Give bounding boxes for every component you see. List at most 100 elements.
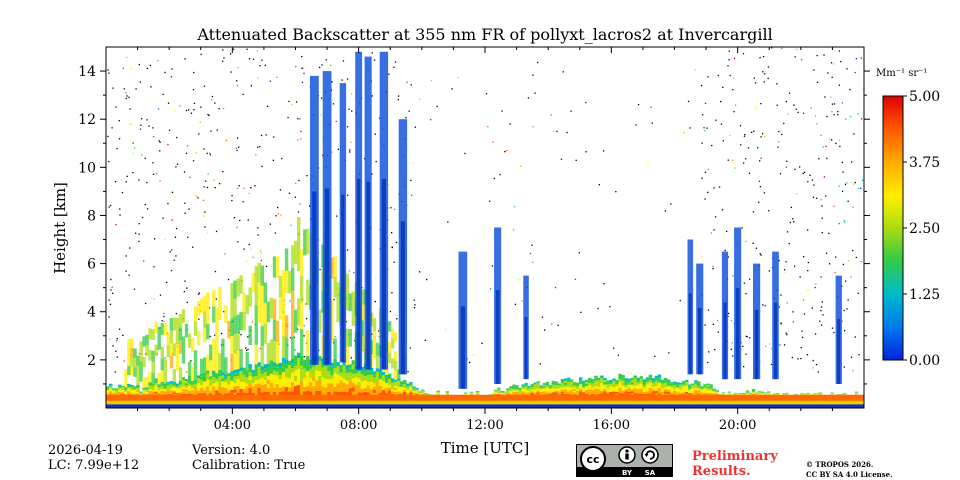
aerosol-cell: [673, 383, 677, 386]
aerosol-cell: [594, 375, 598, 379]
noise-pixel: [609, 306, 611, 308]
aerosol-cell: [709, 387, 713, 389]
noise-pixel: [250, 85, 252, 87]
aerosol-cell: [242, 392, 246, 396]
aerosol-cell: [197, 390, 201, 394]
aerosol-cell: [421, 389, 425, 391]
aerosol-cell: [218, 382, 222, 387]
aerosol-cell: [572, 382, 577, 384]
aerosol-cell: [691, 385, 695, 387]
noise-pixel: [200, 106, 202, 108]
aerosol-cell: [242, 371, 246, 375]
noise-pixel: [857, 188, 860, 190]
aerosol-cell: [330, 367, 334, 372]
aerosol-cell: [263, 384, 268, 389]
noise-pixel: [651, 122, 653, 124]
aerosol-cell: [603, 387, 607, 390]
noise-pixel: [371, 95, 373, 97]
aerosol-cell: [260, 373, 264, 378]
noise-pixel: [732, 89, 734, 91]
noise-pixel: [145, 302, 147, 305]
aerosol-cell: [106, 390, 110, 392]
aerosol-cell: [163, 389, 167, 392]
aerosol-cell: [236, 375, 240, 380]
noise-pixel: [694, 69, 696, 71]
noise-pixel: [857, 292, 859, 294]
noise-pixel: [850, 276, 852, 278]
noise-pixel: [821, 232, 823, 234]
aerosol-cell: [378, 392, 383, 396]
aerosol-cell: [563, 389, 568, 392]
noise-pixel: [112, 87, 114, 89]
aerosol-cell: [639, 381, 643, 384]
aerosol-cell: [566, 379, 571, 383]
aerosol-cell: [700, 389, 704, 392]
aerosol-cell: [106, 387, 110, 389]
aerosol-cell: [197, 378, 201, 381]
noise-pixel: [489, 288, 492, 290]
aerosol-cell: [642, 383, 647, 386]
aerosol-cell: [679, 391, 683, 393]
noise-pixel: [406, 81, 408, 83]
noise-pixel: [246, 349, 248, 351]
noise-pixel: [785, 261, 787, 263]
aerosol-cell: [230, 383, 234, 387]
aerosol-cell: [184, 383, 189, 386]
noise-pixel: [799, 276, 801, 278]
noise-pixel: [237, 241, 239, 243]
aerosol-cell: [588, 378, 592, 381]
colorbar-tick-label: 1.25: [909, 287, 940, 303]
aerosol-cell: [576, 384, 580, 386]
noise-pixel: [115, 224, 117, 226]
aerosol-cell: [351, 369, 355, 374]
noise-pixel: [430, 80, 433, 82]
aerosol-cell: [154, 391, 158, 394]
aerosol-cell: [124, 393, 128, 395]
aerosol-haze-cell: [206, 354, 210, 371]
noise-pixel: [732, 355, 734, 357]
aerosol-cell: [539, 386, 543, 388]
aerosol-cell: [281, 386, 286, 392]
aerosol-cell: [263, 376, 268, 381]
aerosol-cell: [582, 388, 586, 391]
noise-pixel: [712, 265, 714, 268]
aerosol-cell: [712, 389, 716, 391]
noise-pixel: [852, 249, 854, 252]
aerosol-cell: [676, 385, 680, 388]
cloud-core: [460, 306, 466, 389]
aerosol-cell: [212, 383, 216, 387]
noise-pixel: [259, 65, 261, 67]
noise-pixel: [319, 66, 321, 69]
noise-pixel: [854, 71, 856, 74]
aerosol-cell: [187, 375, 192, 379]
aerosol-haze-cell: [203, 296, 207, 312]
aerosol-cell: [445, 391, 449, 393]
aerosol-haze-cell: [388, 352, 392, 364]
aerosol-cell: [327, 391, 331, 396]
aerosol-cell: [239, 374, 243, 379]
noise-pixel: [206, 186, 209, 189]
noise-pixel: [844, 183, 847, 185]
aerosol-cell: [551, 388, 556, 391]
aerosol-cell: [324, 378, 328, 384]
aerosol-haze-cell: [351, 291, 355, 309]
aerosol-cell: [342, 378, 346, 383]
noise-pixel: [777, 146, 779, 148]
aerosol-cell: [133, 388, 137, 390]
aerosol-cell: [384, 380, 389, 383]
aerosol-cell: [203, 378, 207, 382]
noise-pixel: [207, 113, 209, 116]
noise-pixel: [378, 117, 381, 119]
aerosol-cell: [654, 388, 659, 391]
noise-pixel: [188, 109, 190, 111]
noise-pixel: [722, 86, 724, 88]
aerosol-cell: [306, 356, 310, 362]
aerosol-cell: [197, 375, 201, 378]
aerosol-cell: [624, 387, 628, 390]
aerosol-cell: [579, 384, 583, 387]
noise-pixel: [236, 80, 238, 82]
aerosol-haze-cell: [242, 293, 246, 312]
noise-pixel: [378, 330, 380, 332]
aerosol-cell: [166, 388, 170, 391]
aerosol-cell: [524, 392, 528, 395]
